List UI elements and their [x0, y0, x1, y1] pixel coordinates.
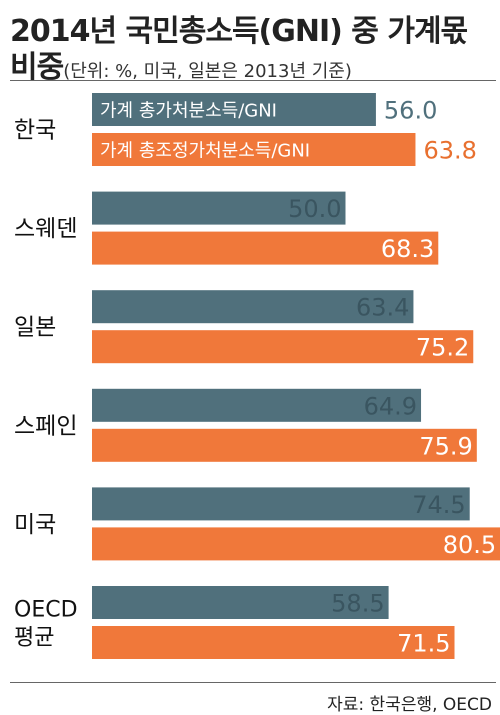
category-label: 일본 [14, 315, 56, 341]
unit-note: (단위: %, 미국, 일본은 2013년 기준) [63, 61, 352, 82]
bar-disposable [92, 93, 376, 126]
bar-adjusted [92, 527, 500, 561]
chart-title-line1: 2014년 국민총소득(GNI) 중 가계몫 [10, 14, 468, 49]
category-label: 평균 [14, 626, 54, 651]
value-label: 64.9 [364, 392, 417, 420]
bar-adjusted [92, 428, 477, 462]
bar-adjusted [92, 626, 455, 659]
top-rule [10, 80, 496, 81]
bar-disposable [92, 290, 414, 324]
bottom-rule [10, 682, 496, 683]
value-label: 58.5 [331, 590, 384, 618]
category-label: 스페인 [14, 413, 77, 439]
bar-disposable [92, 586, 389, 619]
bar-adjusted [92, 231, 439, 265]
value-label: 56.0 [384, 97, 437, 125]
category-label: OECD [14, 598, 78, 623]
value-label: 74.5 [412, 491, 465, 519]
chart-title-line2: 비중(단위: %, 미국, 일본은 2013년 기준) [10, 42, 352, 86]
bar-disposable [92, 191, 346, 225]
value-label: 75.2 [416, 334, 469, 362]
category-label: 스웨덴 [14, 216, 77, 242]
source-note: 자료: 한국은행, OECD [327, 695, 492, 715]
bar-adjusted [92, 133, 416, 166]
value-label: 68.3 [381, 235, 434, 263]
bar-disposable [92, 487, 470, 521]
legend-label: 가계 총조정가처분소득/GNI [100, 141, 310, 162]
category-label: 한국 [14, 118, 56, 144]
value-label: 63.8 [423, 137, 476, 165]
value-label: 80.5 [443, 531, 496, 559]
value-label: 63.4 [356, 294, 409, 322]
bar-adjusted [92, 330, 474, 364]
value-label: 75.9 [419, 432, 472, 460]
chart-title-bold: 비중 [10, 50, 64, 85]
value-label: 50.0 [288, 195, 341, 223]
legend-label: 가계 총가처분소득/GNI [100, 101, 277, 122]
bar-disposable [92, 388, 422, 422]
value-label: 71.5 [397, 630, 450, 658]
category-label: 미국 [14, 512, 56, 538]
